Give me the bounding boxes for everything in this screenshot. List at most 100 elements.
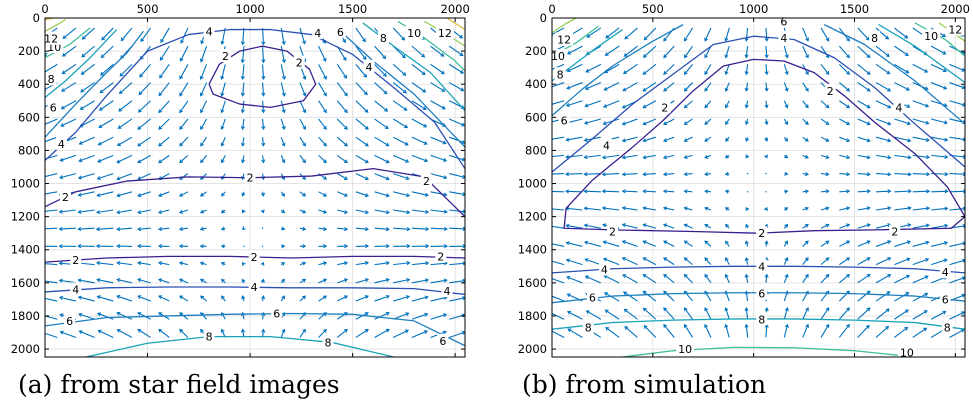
contour-label: 6: [780, 15, 787, 28]
quiver-arrow-head: [178, 278, 184, 283]
quiver-arrow-head: [804, 223, 809, 228]
quiver-arrow: [931, 207, 948, 211]
quiver-arrow-head: [683, 172, 688, 177]
quiver-arrow: [622, 118, 638, 125]
quiver-arrow-head: [583, 223, 588, 228]
quiver-arrow: [912, 63, 928, 73]
quiver-arrow-head: [200, 109, 204, 114]
quiver-arrow-head: [41, 175, 44, 178]
quiver-arrow: [318, 295, 327, 302]
quiver-arrow-head: [364, 295, 369, 299]
quiver-arrow: [857, 240, 871, 247]
quiver-arrow-head: [199, 92, 204, 97]
quiver-arrow-head: [583, 155, 588, 160]
quiver-arrow: [820, 118, 830, 125]
quiver-arrow-head: [462, 226, 465, 231]
quiver-arrow: [374, 262, 390, 266]
quiver-arrow: [179, 329, 189, 338]
contour-label-bg: [893, 100, 905, 114]
contour-label: 8: [758, 313, 765, 326]
quiver-arrow-head: [784, 189, 789, 194]
contour-label-bg: [756, 312, 768, 326]
y-tick-label: 1800: [11, 309, 40, 323]
quiver-arrow: [894, 136, 911, 142]
quiver-arrow: [78, 173, 95, 179]
quiver-arrow-head: [866, 223, 871, 228]
quiver-arrow-head: [385, 328, 390, 333]
quiver-arrow-head: [385, 159, 390, 164]
quiver-arrow-head: [80, 71, 85, 75]
quiver-arrow-head: [60, 105, 65, 110]
quiver-arrow: [603, 258, 620, 266]
quiver-arrow-head: [925, 103, 930, 108]
contour-label: 4: [72, 283, 79, 296]
quiver-arrow: [876, 190, 891, 193]
quiver-arrow-head: [116, 294, 121, 299]
quiver-arrow-head: [422, 106, 427, 110]
quiver-arrow-head: [97, 141, 102, 146]
quiver-arrow: [200, 155, 208, 163]
quiver-arrow-head: [704, 189, 709, 194]
quiver-arrow: [430, 82, 445, 92]
quiver-arrow: [280, 82, 285, 96]
y-tick-label: 1200: [11, 210, 40, 224]
quiver-arrow-head: [887, 189, 892, 194]
quiver-arrow: [584, 173, 601, 175]
quiver-arrow: [622, 257, 638, 266]
quiver-arrow-head: [642, 189, 647, 194]
contour-label-bg: [756, 259, 768, 273]
quiver-arrow: [158, 118, 170, 130]
quiver-arrow: [116, 173, 133, 180]
quiver-arrow: [242, 82, 245, 96]
quiver-arrow: [59, 173, 77, 179]
contour-label-bg: [600, 138, 612, 152]
quiver-arrow: [179, 173, 189, 180]
quiver-arrow: [449, 209, 465, 213]
quiver-arrow-head: [385, 193, 390, 198]
quiver-arrow-head: [905, 274, 911, 279]
quiver-arrow: [299, 136, 306, 147]
quiver-arrow-head: [119, 72, 124, 77]
quiver-arrow: [931, 224, 948, 229]
quiver-arrow-head: [887, 257, 892, 261]
quiver-arrow: [684, 240, 693, 247]
quiver-arrow: [336, 329, 348, 338]
quiver-arrow: [449, 227, 465, 230]
quiver-arrow-head: [961, 85, 965, 90]
quiver-arrow-head: [323, 295, 328, 300]
quiver-arrow: [552, 225, 565, 229]
quiver-arrow-head: [443, 175, 448, 180]
quiver-arrow-head: [425, 226, 430, 232]
quiver-arrow: [336, 136, 348, 147]
quiver-arrow-head: [926, 172, 931, 177]
quiver-arrow-head: [846, 323, 850, 328]
quiver-arrow-head: [624, 326, 629, 330]
quiver-arrow: [200, 64, 208, 80]
contour-line-6: [45, 312, 465, 347]
quiver-arrow: [586, 310, 602, 320]
quiver-arrow-head: [943, 120, 949, 125]
quiver-arrow: [374, 100, 388, 112]
quiver-arrow-head: [663, 307, 668, 312]
quiver-arrow-head: [41, 262, 44, 265]
quiver-arrow: [280, 64, 285, 80]
x-tick-label: 1000: [235, 2, 264, 16]
quiver-arrow: [783, 82, 788, 92]
quiver-arrow: [78, 191, 95, 196]
quiver-arrow-head: [904, 34, 909, 39]
quiver-arrow-head: [364, 193, 369, 198]
quiver-arrow-head: [137, 261, 142, 266]
quiver-arrow-head: [549, 86, 552, 89]
quiver-arrow-head: [764, 104, 769, 109]
quiver-arrow: [725, 45, 730, 58]
quiver-arrow-head: [179, 295, 184, 300]
quiver-arrow: [820, 307, 830, 320]
quiver-arrow-head: [404, 141, 409, 146]
quiver-arrow-head: [59, 157, 64, 162]
quiver-arrow-head: [662, 240, 668, 245]
y-tick-label: 200: [525, 44, 547, 58]
quiver-arrow-head: [704, 323, 708, 328]
quiver-arrow: [355, 27, 366, 42]
quiver-arrow: [430, 296, 447, 302]
quiver-arrow-head: [78, 158, 83, 163]
